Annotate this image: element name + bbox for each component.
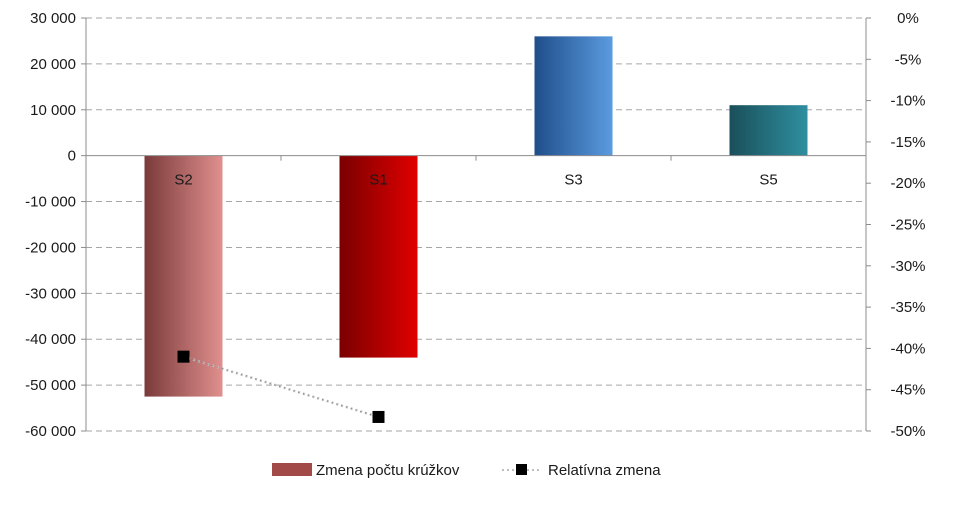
left-axis-tick-label: -20 000 [25,239,76,256]
right-axis-tick-label: 0% [897,10,919,27]
legend-bar-swatch [272,463,312,476]
right-axis-tick-label: -30% [890,258,925,275]
left-axis-tick-label: 0 [68,148,76,165]
bar-s3 [534,36,613,156]
right-axis: 0% -5% -10% -15% -20% -25% -30% -35% -40% -45% -50… [865,10,926,440]
left-axis-tick-label: -60 000 [25,423,76,440]
legend-bar-label: Zmena počtu krúžkov [316,462,460,479]
legend-line-marker [516,464,527,475]
left-axis-tick-label: 20 000 [30,56,76,73]
right-axis-tick-label: -45% [890,382,925,399]
bar-s1 [339,155,418,358]
right-axis-tick-label: -15% [890,134,925,151]
relative-change-line-shadow [183,356,379,418]
category-labels: S2 S1 S3 S5 [174,172,777,189]
right-axis-tick-label: -50% [890,423,925,440]
category-label-s1: S1 [369,172,387,189]
relative-change-marker [177,350,190,363]
line-series [177,350,385,423]
right-axis-tick-label: -5% [895,51,922,68]
category-label-s2: S2 [174,172,192,189]
left-axis-tick-label: 30 000 [30,10,76,27]
left-axis-tick-label: -10 000 [25,194,76,211]
right-axis-tick-label: -40% [890,340,925,357]
left-axis: 30 000 20 000 10 000 0 -10 000 -20 000 -30 000… [25,10,87,440]
left-axis-tick-label: -30 000 [25,285,76,302]
category-label-s5: S5 [759,172,777,189]
legend-line-label: Relatívna zmena [548,462,661,479]
relative-change-marker [372,410,385,423]
category-label-s3: S3 [564,172,582,189]
left-axis-tick-label: 10 000 [30,102,76,119]
left-axis-tick-label: -50 000 [25,377,76,394]
right-axis-tick-label: -35% [890,299,925,316]
bar-series [85,36,867,397]
right-axis-tick-label: -20% [890,175,925,192]
right-axis-tick-label: -25% [890,217,925,234]
bar-s5 [729,105,808,156]
right-axis-tick-label: -10% [890,93,925,110]
left-axis-tick-label: -40 000 [25,331,76,348]
legend: Zmena počtu krúžkov Relatívna zmena [272,462,661,479]
